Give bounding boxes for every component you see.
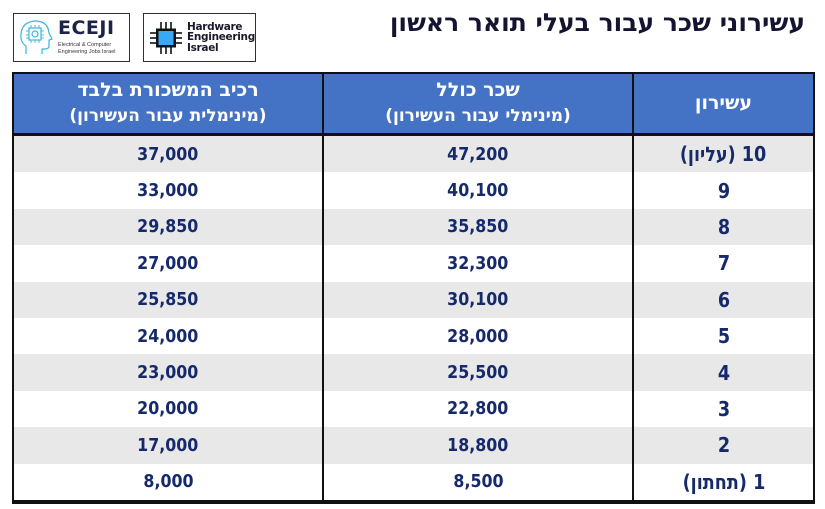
total-salary-value: 25,500 xyxy=(447,362,509,384)
salary-only-cell: 27,000 xyxy=(12,245,324,282)
salary-only-cell: 8,000 xyxy=(12,463,324,504)
decile-cell: 3 xyxy=(632,390,815,428)
table-row: 3 22,800 20,000 xyxy=(12,390,815,428)
decile-value: 7 xyxy=(717,251,730,276)
column-header-decile: עשירון xyxy=(632,72,815,136)
salary-only-value: 17,000 xyxy=(137,434,199,456)
decile-cell: 5 xyxy=(632,317,815,355)
salary-only-value: 29,850 xyxy=(137,216,199,238)
eceji-logo-name: ECEJI xyxy=(58,17,115,40)
decile-cell: 7 xyxy=(632,245,815,282)
total-salary-cell: 30,100 xyxy=(322,281,634,318)
total-salary-cell: 25,500 xyxy=(322,354,634,391)
salary-only-value: 23,000 xyxy=(137,362,199,384)
decile-value: 10 (עליון) xyxy=(680,142,767,167)
salary-only-value: 33,000 xyxy=(137,180,199,202)
salary-only-cell: 37,000 xyxy=(12,134,324,173)
eceji-subtitle-line1: Electrical & Computer xyxy=(58,42,112,49)
salary-only-cell: 33,000 xyxy=(12,172,324,209)
salary-only-value: 24,000 xyxy=(137,325,199,347)
table-row: 10 (עליון) 47,200 37,000 xyxy=(12,134,815,173)
hardware-engineering-israel-logo: Hardware Engineering Israel xyxy=(143,13,256,62)
total-salary-cell: 28,000 xyxy=(322,317,634,355)
decile-value: 4 xyxy=(717,360,730,385)
salary-deciles-table: עשירון שכר כולל (מינימלי עבור העשירון) ר… xyxy=(12,72,815,504)
total-salary-cell: 35,850 xyxy=(322,208,634,246)
salary-only-value: 37,000 xyxy=(137,143,199,165)
column-header-total-salary-line2: (מינימלי עבור העשירון) xyxy=(385,106,571,126)
total-salary-value: 47,200 xyxy=(447,143,509,165)
salary-only-value: 25,850 xyxy=(137,289,199,311)
total-salary-cell: 47,200 xyxy=(322,134,634,173)
hardware-logo-text: Hardware Engineering Israel xyxy=(187,22,255,54)
total-salary-cell: 40,100 xyxy=(322,172,634,209)
column-header-salary-only-line2: (מינימלית עבור העשירון) xyxy=(69,106,267,126)
decile-value: 5 xyxy=(717,324,730,349)
decile-value: 9 xyxy=(717,178,730,203)
total-salary-value: 32,300 xyxy=(447,252,509,274)
decile-value: 3 xyxy=(717,396,730,421)
page-title: עשירוני שכר עבור בעלי תואר ראשון xyxy=(389,8,805,37)
table-row: 9 40,100 33,000 xyxy=(12,172,815,209)
decile-cell: 6 xyxy=(632,281,815,318)
column-header-salary-only: רכיב המשכורת בלבד (מינימלית עבור העשירון… xyxy=(12,72,324,136)
decile-cell: 2 xyxy=(632,427,815,464)
column-header-total-salary: שכר כולל (מינימלי עבור העשירון) xyxy=(322,72,634,136)
decile-cell: 1 (תחתון) xyxy=(632,463,815,504)
eceji-logo-subtitle: Electrical & Computer Engineering Jobs I… xyxy=(58,42,115,56)
total-salary-value: 35,850 xyxy=(447,216,509,238)
salary-only-cell: 17,000 xyxy=(12,427,324,464)
salary-only-cell: 25,850 xyxy=(12,281,324,318)
table-row: 2 18,800 17,000 xyxy=(12,427,815,464)
salary-only-cell: 23,000 xyxy=(12,354,324,391)
total-salary-cell: 32,300 xyxy=(322,245,634,282)
decile-value: 6 xyxy=(717,287,730,312)
eceji-logo: ECEJI Electrical & Computer Engineering … xyxy=(13,13,130,62)
decile-value: 1 (תחתון) xyxy=(682,469,765,494)
table-row: 5 28,000 24,000 xyxy=(12,317,815,355)
total-salary-value: 22,800 xyxy=(447,398,509,420)
hardware-logo-line2: Engineering xyxy=(187,31,255,44)
total-salary-cell: 8,500 xyxy=(322,463,634,504)
total-salary-value: 8,500 xyxy=(452,471,504,493)
hardware-logo-line3: Israel xyxy=(187,41,219,54)
hardware-logo-line1: Hardware xyxy=(187,20,243,33)
decile-cell: 10 (עליון) xyxy=(632,134,815,173)
table-row: 1 (תחתון) 8,500 8,000 xyxy=(12,463,815,504)
salary-only-cell: 29,850 xyxy=(12,208,324,246)
total-salary-value: 28,000 xyxy=(447,325,509,347)
eceji-subtitle-line2: Engineering Jobs Israel xyxy=(58,49,116,55)
chip-icon xyxy=(150,21,182,54)
column-header-total-salary-line1: שכר כולל xyxy=(436,79,520,101)
table-row: 8 35,850 29,850 xyxy=(12,208,815,246)
column-header-decile-label: עשירון xyxy=(694,92,753,114)
total-salary-value: 30,100 xyxy=(447,289,509,311)
total-salary-cell: 18,800 xyxy=(322,427,634,464)
decile-value: 2 xyxy=(717,433,730,458)
table-row: 4 25,500 23,000 xyxy=(12,354,815,391)
decile-cell: 8 xyxy=(632,208,815,246)
salary-only-cell: 24,000 xyxy=(12,317,324,355)
salary-only-value: 8,000 xyxy=(142,471,194,493)
table-row: 6 30,100 25,850 xyxy=(12,281,815,318)
salary-only-value: 20,000 xyxy=(137,398,199,420)
total-salary-cell: 22,800 xyxy=(322,390,634,428)
table-header-row: עשירון שכר כולל (מינימלי עבור העשירון) ר… xyxy=(12,72,815,136)
head-chip-icon xyxy=(20,19,53,54)
salary-only-cell: 20,000 xyxy=(12,390,324,428)
salary-only-value: 27,000 xyxy=(137,252,199,274)
table-row: 7 32,300 27,000 xyxy=(12,245,815,282)
decile-cell: 4 xyxy=(632,354,815,391)
decile-cell: 9 xyxy=(632,172,815,209)
column-header-salary-only-line1: רכיב המשכורת בלבד xyxy=(77,79,259,101)
decile-value: 8 xyxy=(717,214,730,239)
total-salary-value: 18,800 xyxy=(447,434,509,456)
total-salary-value: 40,100 xyxy=(447,180,509,202)
